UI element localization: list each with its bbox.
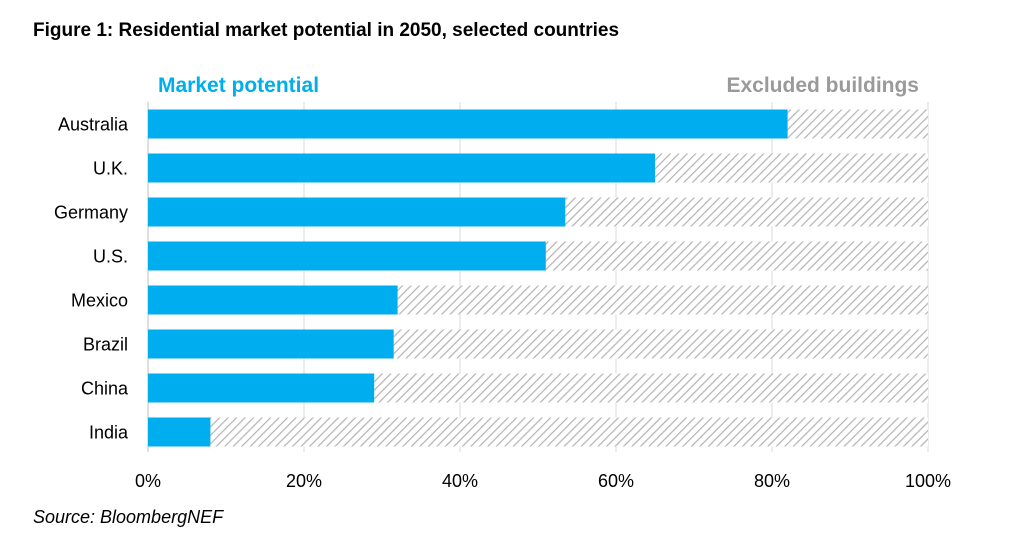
bar-excluded-uk bbox=[655, 153, 928, 183]
bar-excluded-china bbox=[374, 373, 928, 403]
x-tick-label: 100% bbox=[905, 471, 951, 491]
category-label: Brazil bbox=[83, 335, 128, 355]
bar-market-potential-us bbox=[148, 241, 546, 271]
bar-excluded-india bbox=[210, 417, 928, 447]
legend-excluded-buildings: Excluded buildings bbox=[726, 74, 919, 97]
bar-market-potential-china bbox=[148, 373, 375, 403]
bar-excluded-brazil bbox=[393, 329, 928, 359]
x-tick-label: 80% bbox=[754, 471, 790, 491]
bar-excluded-us bbox=[545, 241, 928, 271]
x-tick-label: 40% bbox=[442, 471, 478, 491]
source-note: Source: BloombergNEF bbox=[33, 507, 224, 527]
bar-market-potential-germany bbox=[148, 197, 566, 227]
bar-excluded-germany bbox=[565, 197, 928, 227]
category-label: Australia bbox=[58, 115, 129, 135]
x-tick-label: 0% bbox=[135, 471, 161, 491]
category-label: U.K. bbox=[93, 159, 128, 179]
legend-market-potential: Market potential bbox=[158, 74, 319, 97]
x-tick-label: 20% bbox=[286, 471, 322, 491]
category-label: Mexico bbox=[71, 291, 128, 311]
category-label: U.S. bbox=[93, 247, 128, 267]
category-label: India bbox=[89, 423, 129, 443]
category-label: China bbox=[81, 379, 129, 399]
bar-market-potential-india bbox=[148, 417, 211, 447]
category-label: Germany bbox=[54, 203, 128, 223]
x-tick-label: 60% bbox=[598, 471, 634, 491]
bar-market-potential-mexico bbox=[148, 285, 398, 315]
bar-market-potential-brazil bbox=[148, 329, 394, 359]
bar-excluded-mexico bbox=[397, 285, 929, 315]
bar-market-potential-uk bbox=[148, 153, 655, 183]
bar-excluded-australia bbox=[787, 109, 928, 139]
bar-market-potential-australia bbox=[148, 109, 788, 139]
figure-title: Figure 1: Residential market potential i… bbox=[33, 20, 620, 41]
